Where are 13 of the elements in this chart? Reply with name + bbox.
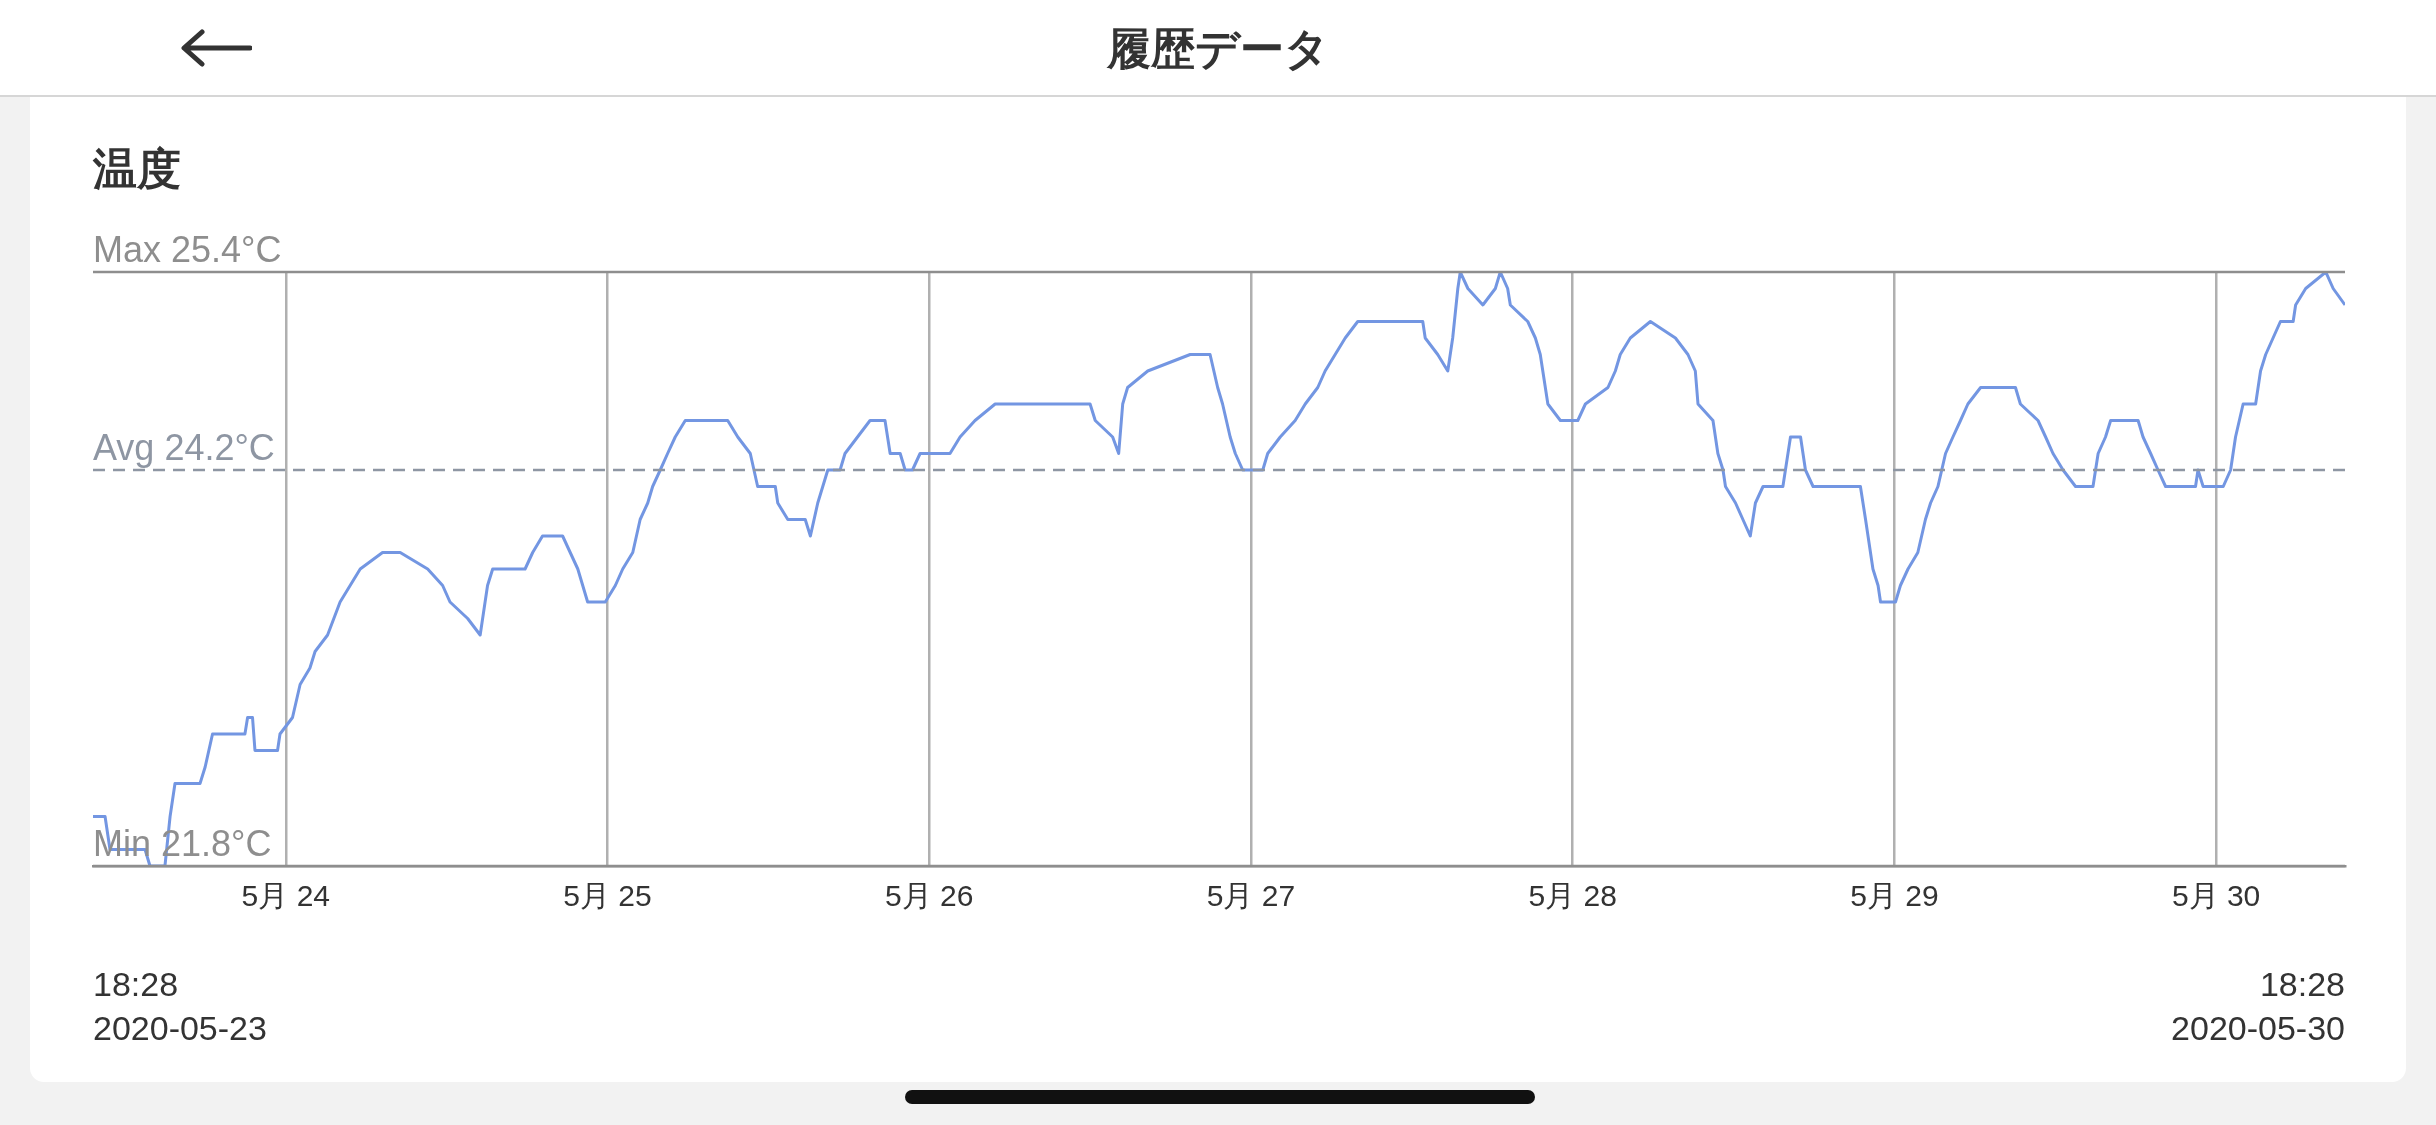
text: 18:28 2020-05-30 [2171, 965, 2345, 1047]
x-tick-label: 5月 27 [1206, 879, 1296, 913]
chart-subtitle: 温度 [93, 142, 181, 196]
x-tick-label: 5月 30 [2171, 879, 2261, 913]
x-tick-label: 5月 28 [1528, 879, 1617, 913]
x-tick-label: 5月 24 [241, 879, 330, 913]
chart-title: 履歴データ [1106, 22, 1330, 76]
x-tick-label: 5月 29 [1850, 879, 1939, 913]
x-tick-label: 5月 25 [563, 879, 652, 913]
x-tick-label: 5月 26 [885, 879, 974, 913]
text: 18:28 2020-05-23 [93, 965, 267, 1047]
ref-line-label: Avg 24.2°C [93, 427, 275, 468]
ref-line-label: Max 25.4°C [93, 229, 282, 270]
